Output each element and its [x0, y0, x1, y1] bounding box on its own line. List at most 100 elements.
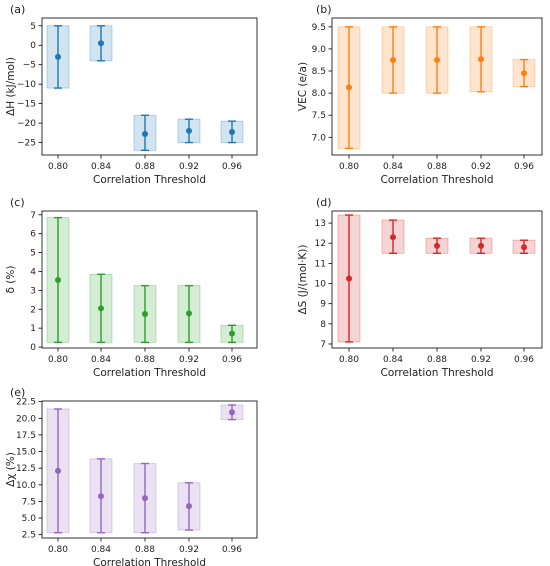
axes-frame — [41, 210, 258, 349]
mean-point — [186, 503, 192, 510]
x-tick-label: 0.84 — [91, 545, 111, 555]
mean-point — [434, 242, 440, 249]
mean-point — [346, 84, 352, 91]
axes-frame — [331, 210, 543, 349]
x-tick-label: 0.96 — [222, 545, 242, 555]
y-tick-label: 2 — [30, 305, 36, 315]
y-tick-label: 8.5 — [312, 67, 326, 77]
y-tick-label: −15 — [17, 100, 36, 110]
y-tick-label: 20.0 — [16, 414, 36, 424]
y-tick-label: 11 — [315, 259, 326, 269]
y-axis-label: VEC (e/a) — [297, 62, 309, 111]
chart-panel-2: (b) 7.0 7.5 8.0 8.5 9.0 9.5 0.80 0.84 0.88 0.92 0.9… — [297, 3, 543, 186]
y-tick-label: 0 — [30, 343, 36, 353]
x-tick-label: 0.80 — [48, 545, 68, 555]
axes-frame — [41, 17, 258, 156]
y-tick-label: 12 — [315, 239, 326, 249]
x-axis-label: Correlation Threshold — [93, 367, 206, 379]
x-tick-label: 0.92 — [179, 355, 199, 365]
y-tick-label: 4 — [30, 267, 36, 277]
y-tick-label: 9 — [320, 300, 326, 310]
x-tick-label: 0.92 — [179, 545, 199, 555]
mean-point — [55, 53, 61, 60]
mean-point — [229, 129, 235, 136]
mean-point — [142, 130, 148, 137]
chart-panel-3: (c) 0 1 2 3 4 5 6 7 0.80 0.84 0.88 0.92 0.96 Correlati… — [5, 196, 258, 379]
y-tick-label: 5.0 — [22, 514, 37, 524]
x-tick-label: 0.80 — [48, 355, 68, 365]
x-tick-label: 0.96 — [222, 162, 242, 172]
y-tick-label: −20 — [17, 119, 36, 129]
y-axis-label: δ (%) — [5, 266, 17, 294]
chart-panel-5: (e) 2.5 5.0 7.5 10.0 12.5 15.0 17.5 20.0 22.5 0.80… — [5, 386, 258, 566]
y-tick-label: −25 — [17, 139, 36, 149]
x-tick-label: 0.92 — [179, 162, 199, 172]
mean-point — [142, 495, 148, 502]
mean-point — [142, 310, 148, 317]
mean-point — [55, 467, 61, 474]
y-tick-label: 8 — [320, 320, 326, 330]
x-tick-label: 0.84 — [383, 162, 403, 172]
mean-point — [98, 305, 104, 312]
x-tick-label: 0.88 — [427, 355, 447, 365]
x-tick-label: 0.96 — [514, 162, 534, 172]
x-tick-label: 0.80 — [339, 355, 359, 365]
y-tick-label: 7.0 — [312, 133, 327, 143]
y-tick-label: 9.5 — [312, 23, 326, 33]
y-tick-label: 7 — [320, 340, 326, 350]
y-axis-label: ΔS (J/(mol·K)) — [297, 245, 309, 315]
y-tick-label: 1 — [30, 324, 36, 334]
y-tick-label: −10 — [17, 80, 36, 90]
x-tick-label: 0.88 — [135, 162, 155, 172]
y-tick-label: 7.5 — [22, 497, 36, 507]
panel-label: (e) — [10, 386, 25, 399]
y-tick-label: 5 — [30, 22, 36, 32]
y-tick-label: 10.0 — [16, 481, 36, 491]
x-axis-label: Correlation Threshold — [93, 557, 206, 566]
x-tick-label: 0.88 — [135, 355, 155, 365]
x-tick-label: 0.96 — [222, 355, 242, 365]
y-tick-label: 15.0 — [16, 448, 36, 458]
mean-point — [478, 242, 484, 249]
y-tick-label: 7 — [30, 211, 36, 221]
chart-panel-1: (a) 5 0 −5 −10 −15 −20 −25 0.80 0.84 0.88 0.92 0.96 C… — [5, 3, 258, 186]
mean-point — [346, 275, 352, 282]
mean-point — [390, 56, 396, 63]
mean-point — [521, 70, 527, 77]
x-tick-label: 0.88 — [427, 162, 447, 172]
mean-point — [98, 493, 104, 500]
panel-label: (d) — [316, 196, 332, 209]
chart-panel-4: (d) 7 8 9 10 11 12 13 0.80 0.84 0.88 0.92 0.96 Correl… — [297, 196, 543, 379]
mean-point — [229, 330, 235, 337]
x-axis-label: Correlation Threshold — [93, 174, 206, 186]
mean-point — [478, 56, 484, 63]
mean-point — [98, 40, 104, 47]
x-tick-label: 0.84 — [383, 355, 403, 365]
y-tick-label: 10 — [315, 280, 327, 290]
mean-point — [229, 409, 235, 416]
x-axis-label: Correlation Threshold — [381, 367, 494, 379]
y-axis-label: Δχ (%) — [5, 452, 17, 487]
y-tick-label: 5 — [30, 249, 36, 259]
x-tick-label: 0.84 — [91, 162, 111, 172]
x-tick-label: 0.92 — [471, 162, 491, 172]
mean-point — [390, 234, 396, 241]
y-tick-label: 13 — [315, 219, 326, 229]
y-tick-label: 7.5 — [312, 111, 326, 121]
y-tick-label: −5 — [23, 61, 36, 71]
y-tick-label: 6 — [30, 230, 36, 240]
panel-label: (c) — [10, 196, 25, 209]
x-tick-label: 0.88 — [135, 545, 155, 555]
y-tick-label: 3 — [30, 286, 36, 296]
x-axis-label: Correlation Threshold — [381, 174, 494, 186]
x-tick-label: 0.92 — [471, 355, 491, 365]
panel-label: (b) — [316, 3, 332, 16]
y-tick-label: 22.5 — [16, 398, 36, 408]
y-tick-label: 2.5 — [22, 531, 36, 541]
mean-point — [521, 244, 527, 251]
y-tick-label: 17.5 — [16, 431, 36, 441]
x-tick-label: 0.84 — [91, 355, 111, 365]
y-tick-label: 0 — [30, 41, 36, 51]
mean-point — [186, 127, 192, 134]
